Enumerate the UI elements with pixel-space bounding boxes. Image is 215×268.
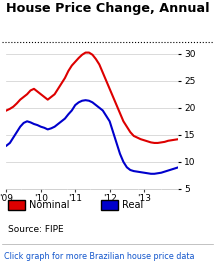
FancyBboxPatch shape — [101, 200, 118, 210]
Text: Click graph for more Brazilian house price data: Click graph for more Brazilian house pri… — [4, 252, 195, 261]
FancyBboxPatch shape — [8, 200, 25, 210]
Text: House Price Change, Annual (%): House Price Change, Annual (%) — [6, 2, 215, 15]
Text: Nominal: Nominal — [29, 200, 69, 210]
Text: Real: Real — [122, 200, 143, 210]
Text: Source: FIPE: Source: FIPE — [8, 225, 64, 234]
